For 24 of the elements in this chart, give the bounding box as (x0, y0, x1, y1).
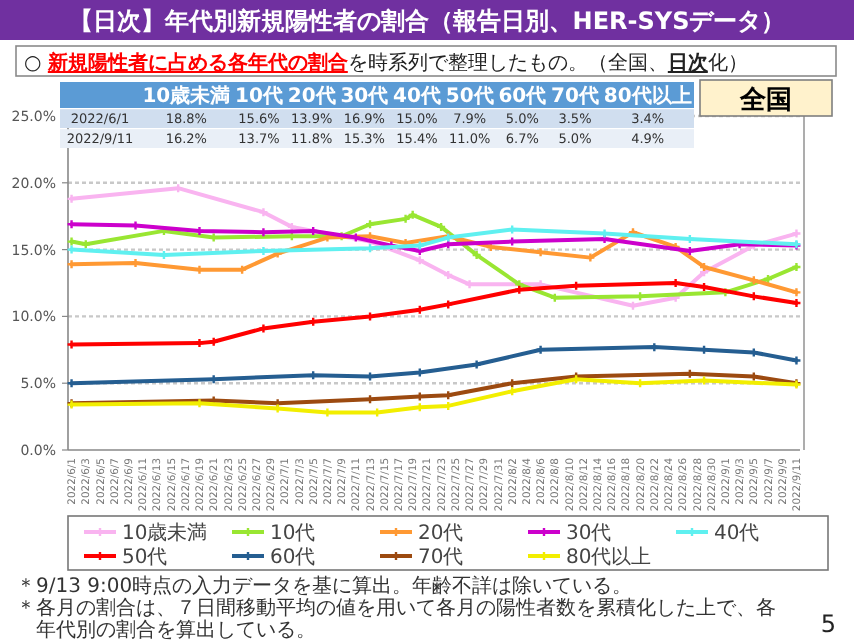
legend-label: 30代 (566, 523, 612, 546)
text: ＊各月の割合は、７日間移動平均の値を用いて各月の陽性者数を累積化した上で、各年代別の割合を算出している。 (16, 596, 776, 640)
text: 50代 (445, 86, 494, 108)
legend-label: 70代 (418, 547, 464, 570)
legend-label: 10歳未満 (122, 521, 208, 546)
text: 60代 (498, 86, 547, 108)
text: 20代 (287, 86, 336, 108)
text: 70代 (551, 86, 599, 108)
text: 40代 (393, 86, 441, 108)
text: 10歳未満 (142, 86, 231, 108)
legend-label: 40代 (714, 523, 760, 546)
chart-title: 【日次】年代別新規陽性者の割合（報告日別、HER-SYSデータ） (68, 7, 786, 35)
chart-subtitle: ○ 新規陽性者に占める各年代の割合を時系列で整理したもの。（全国、日次化） (24, 51, 748, 75)
text: ＊9/13 9:00時点の入力データを基に算出。年齢不詳は除いている。 (16, 574, 633, 598)
legend-label: 80代以上 (566, 545, 652, 570)
legend-label: 20代 (418, 523, 464, 546)
legend-label: 10代 (270, 523, 316, 546)
legend-label: 60代 (270, 547, 316, 570)
text: 5 (820, 610, 836, 638)
legend-label: 50代 (122, 547, 168, 570)
text: 30代 (340, 86, 389, 108)
text: 80代以上 (603, 86, 692, 108)
annotation: 全国 (738, 86, 792, 116)
text: 10代 (235, 86, 283, 108)
